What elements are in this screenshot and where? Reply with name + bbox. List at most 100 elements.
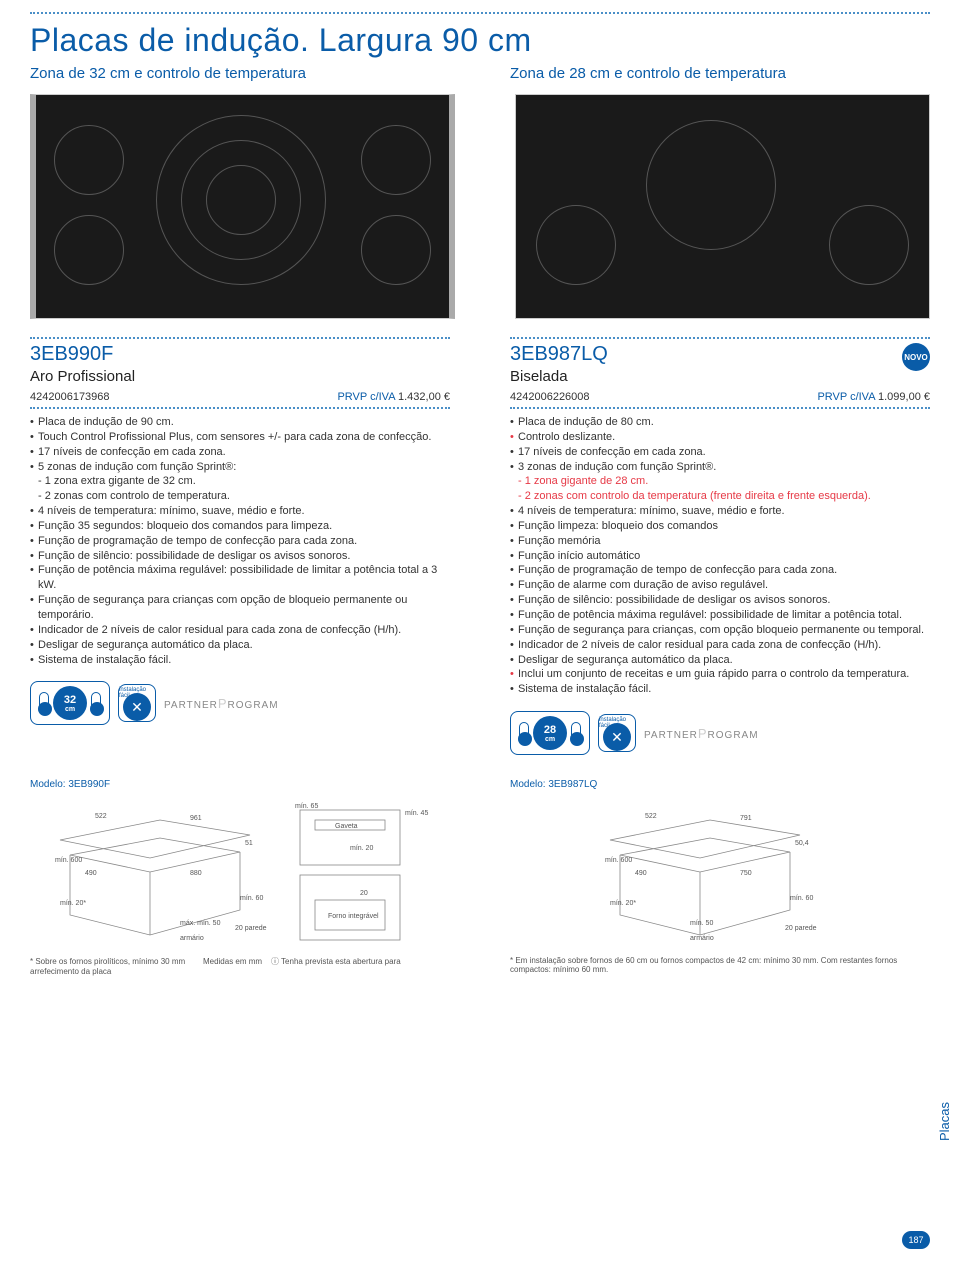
svg-text:mín. 20: mín. 20 — [350, 845, 373, 852]
zone-badge: 32 cm — [30, 681, 110, 725]
product-image-left — [30, 94, 455, 319]
finish-text: Biselada — [510, 368, 608, 385]
features-list-left: Placa de indução de 90 cm.Touch Control … — [30, 415, 450, 667]
svg-text:mín. 600: mín. 600 — [605, 857, 632, 864]
install-badge: instalação fácil ✕ — [598, 714, 636, 752]
svg-text:880: 880 — [190, 870, 202, 877]
feature-item: Função de segurança para crianças com op… — [30, 593, 450, 623]
svg-text:51: 51 — [245, 840, 253, 847]
feature-item: Placa de indução de 90 cm. — [30, 415, 450, 430]
partner-program: PARTNERPROGRAM — [164, 696, 279, 711]
feature-item: 17 níveis de confecção em cada zona. — [510, 445, 930, 460]
svg-text:mín. 60: mín. 60 — [240, 895, 263, 902]
zone-badge: 28 cm — [510, 711, 590, 755]
feature-item: Função início automático — [510, 549, 930, 564]
svg-text:armário: armário — [690, 935, 714, 942]
svg-text:20: 20 — [360, 890, 368, 897]
product-image-right — [515, 94, 930, 319]
price-label: PRVP c/IVA — [817, 391, 874, 403]
feature-item: Sistema de instalação fácil. — [510, 682, 930, 697]
svg-text:791: 791 — [740, 815, 752, 822]
feature-item: Controlo deslizante. — [510, 430, 930, 445]
svg-text:522: 522 — [645, 813, 657, 820]
svg-text:mín. 50: mín. 50 — [690, 920, 713, 927]
feature-item: Função memória — [510, 534, 930, 549]
subtitle-left: Zona de 32 cm e controlo de temperatura — [30, 65, 450, 82]
product-left: 3EB990F Aro Profissional 4242006173968 P… — [30, 337, 450, 755]
svg-text:mín. 60: mín. 60 — [790, 895, 813, 902]
feature-item: Função de potência máxima regulável: pos… — [30, 563, 450, 593]
price-label: PRVP c/IVA — [337, 391, 394, 403]
feature-item: Função de alarme com duração de aviso re… — [510, 578, 930, 593]
svg-text:Gaveta: Gaveta — [335, 823, 358, 830]
svg-text:Forno integrável: Forno integrável — [328, 913, 379, 920]
product-right: 3EB987LQ Biselada NOVO 4242006226008 PRV… — [510, 337, 930, 755]
footnote-left-1: * Sobre os fornos pirolíticos, mínimo 30… — [30, 957, 185, 966]
zone-badge-value: 32 — [64, 694, 76, 706]
model-code: 3EB987LQ — [510, 343, 608, 366]
feature-item: Placa de indução de 80 cm. — [510, 415, 930, 430]
svg-text:50,4: 50,4 — [795, 840, 809, 847]
ean-code: 4242006173968 — [30, 391, 110, 403]
model-code: 3EB990F — [30, 343, 450, 366]
svg-text:522: 522 — [95, 813, 107, 820]
feature-sub: - 1 zona extra gigante de 32 cm. — [38, 474, 450, 489]
svg-text:armário: armário — [180, 935, 204, 942]
feature-item: Função de programação de tempo de confec… — [510, 563, 930, 578]
novo-badge: NOVO — [902, 343, 930, 371]
install-badge: instalação fácil ✕ — [118, 684, 156, 722]
price-value: 1.099,00 € — [878, 391, 930, 403]
install-label: instalação fácil — [599, 717, 635, 729]
svg-text:mín. 45: mín. 45 — [405, 810, 428, 817]
feature-item: 5 zonas de indução com função Sprint®:- … — [30, 460, 450, 505]
diagram-left: 522 961 51 mín. 600 490 880 mín. 20* mín… — [30, 800, 450, 950]
footnote-left-2: Medidas em mm — [203, 957, 262, 966]
feature-sub: - 1 zona gigante de 28 cm. — [518, 474, 930, 489]
ean-code: 4242006226008 — [510, 391, 590, 403]
svg-text:961: 961 — [190, 815, 202, 822]
svg-text:750: 750 — [740, 870, 752, 877]
zone-badge-unit: cm — [545, 736, 555, 743]
svg-text:mín. 600: mín. 600 — [55, 857, 82, 864]
svg-text:20 parede: 20 parede — [235, 925, 267, 932]
feature-item: 4 níveis de temperatura: mínimo, suave, … — [510, 504, 930, 519]
page-number: 187 — [902, 1231, 930, 1249]
feature-item: Sistema de instalação fácil. — [30, 653, 450, 668]
feature-sub: - 2 zonas com controlo de temperatura. — [38, 489, 450, 504]
feature-sub: - 2 zonas com controlo da temperatura (f… — [518, 489, 930, 504]
svg-text:20 parede: 20 parede — [785, 925, 817, 932]
zone-badge-value: 28 — [544, 724, 556, 736]
price-value: 1.432,00 € — [398, 391, 450, 403]
svg-text:mín. 20*: mín. 20* — [60, 900, 86, 907]
features-list-right: Placa de indução de 80 cm.Controlo desli… — [510, 415, 930, 697]
page-title: Placas de indução. Largura 90 cm — [30, 22, 930, 59]
install-label: instalação fácil — [119, 687, 155, 699]
modelo-label-right: Modelo: 3EB987LQ — [510, 779, 930, 790]
modelo-label-left: Modelo: 3EB990F — [30, 779, 450, 790]
footnote-right: * Em instalação sobre fornos de 60 cm ou… — [510, 956, 930, 974]
feature-item: Inclui um conjunto de receitas e um guia… — [510, 667, 930, 682]
feature-item: 3 zonas de indução com função Sprint®.- … — [510, 460, 930, 505]
feature-item: Desligar de segurança automático da plac… — [30, 638, 450, 653]
diagram-right: 522 791 50,4 mín. 600 490 750 mín. 20* m… — [510, 800, 930, 950]
feature-item: Indicador de 2 níveis de calor residual … — [510, 638, 930, 653]
side-tab: Placas — [937, 1102, 952, 1141]
zone-badge-unit: cm — [65, 706, 75, 713]
svg-text:mín. 65: mín. 65 — [295, 803, 318, 810]
svg-text:490: 490 — [635, 870, 647, 877]
feature-item: Função limpeza: bloqueio dos comandos — [510, 519, 930, 534]
feature-item: 4 níveis de temperatura: mínimo, suave, … — [30, 504, 450, 519]
svg-text:mín. 20*: mín. 20* — [610, 900, 636, 907]
partner-program: PARTNERPROGRAM — [644, 726, 759, 741]
svg-text:490: 490 — [85, 870, 97, 877]
subtitle-right: Zona de 28 cm e controlo de temperatura — [510, 65, 930, 82]
feature-item: Função de programação de tempo de confec… — [30, 534, 450, 549]
feature-item: Função de potência máxima regulável: pos… — [510, 608, 930, 623]
feature-item: 17 níveis de confecção em cada zona. — [30, 445, 450, 460]
svg-text:máx. mín. 50: máx. mín. 50 — [180, 920, 221, 927]
feature-item: Função 35 segundos: bloqueio dos comando… — [30, 519, 450, 534]
feature-item: Função de segurança para crianças, com o… — [510, 623, 930, 638]
feature-item: Função de silêncio: possibilidade de des… — [510, 593, 930, 608]
finish-text: Aro Profissional — [30, 368, 450, 385]
feature-item: Função de silêncio: possibilidade de des… — [30, 549, 450, 564]
